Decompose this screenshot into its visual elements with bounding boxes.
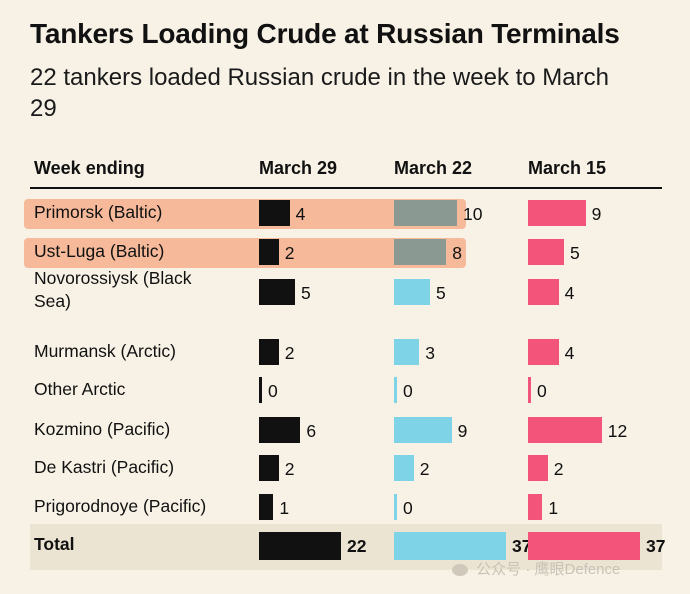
total-label: Total (34, 534, 75, 554)
row-label-line: Primorsk (Baltic) (34, 202, 163, 222)
bar (259, 339, 279, 365)
bar-value: 3 (425, 343, 435, 363)
row-label-line: Murmansk (Arctic) (34, 341, 176, 361)
bar-value: 5 (436, 283, 446, 303)
bar (259, 200, 290, 226)
bar-value: 2 (419, 459, 430, 479)
row-label: Murmansk (Arctic) (34, 340, 176, 363)
bar-value: 0 (537, 381, 547, 401)
bar-value: 2 (284, 459, 295, 479)
bar-value: 8 (452, 243, 462, 263)
total-bar (528, 532, 640, 560)
highlight-band (24, 238, 466, 268)
bar-value: 6 (306, 421, 317, 441)
wechat-icon (452, 564, 468, 577)
bar-value: 2 (284, 243, 295, 263)
bar-value: 4 (564, 343, 575, 363)
bar (528, 417, 602, 443)
chart-title: Tankers Loading Crude at Russian Termina… (30, 18, 620, 49)
bar (259, 279, 295, 305)
row-label: Prigorodnoye (Pacific) (34, 495, 206, 518)
row-label: Other Arctic (34, 378, 125, 401)
row-label-line: De Kastri (Pacific) (34, 457, 175, 477)
bar (394, 494, 397, 520)
bar-value: 0 (403, 381, 413, 401)
row-label-line: Prigorodnoye (Pacific) (34, 496, 207, 516)
bar (394, 417, 452, 443)
column-header-march-29: March 29 (259, 158, 338, 178)
total-bar (394, 532, 506, 560)
bar-value: 12 (607, 421, 628, 441)
highlight-band (24, 199, 466, 229)
row-label-line: Other Arctic (34, 379, 126, 399)
chart-subtitle: 22 tankers loaded Russian crude in the w… (30, 64, 609, 122)
watermark-text: 公众号 · 鹰眼Defence (476, 561, 621, 578)
bar (394, 279, 430, 305)
bar (259, 239, 279, 265)
bar (259, 377, 262, 403)
column-header-march-22: March 22 (394, 158, 473, 178)
bar-value: 2 (553, 459, 564, 479)
bar-value: 4 (564, 283, 575, 303)
bar-value: 5 (570, 243, 580, 263)
bar (394, 339, 420, 365)
row-label-line: Kozmino (Pacific) (34, 419, 171, 439)
bar (528, 339, 559, 365)
bar-value: 9 (457, 421, 468, 441)
row-label: Kozmino (Pacific) (34, 418, 170, 441)
row-label: Ust-Luga (Baltic) (34, 240, 164, 263)
bar-value: 0 (403, 498, 413, 518)
row-label-line: Sea) (34, 291, 71, 311)
bar-value: 1 (548, 498, 559, 518)
row-label-line: Novorossiysk (Black (34, 268, 192, 288)
total-value: 37 (646, 536, 666, 556)
bar-value: 4 (295, 204, 306, 224)
row-label: De Kastri (Pacific) (34, 456, 174, 479)
row-header: Week ending (34, 158, 145, 178)
bar (394, 377, 397, 403)
bar-value: 10 (463, 204, 483, 224)
bar-value: 1 (279, 498, 290, 518)
row-label: Primorsk (Baltic) (34, 201, 162, 224)
bar (528, 279, 559, 305)
watermark: 公众号 · 鹰眼Defence (452, 558, 620, 579)
row-label-line: Ust-Luga (Baltic) (34, 241, 165, 261)
bar-value: 0 (268, 381, 278, 401)
bar-value: 9 (591, 204, 602, 224)
bar (259, 455, 279, 481)
bar (528, 200, 586, 226)
column-header-march-15: March 15 (528, 158, 607, 178)
bar (528, 494, 543, 520)
bar (394, 239, 447, 265)
total-value: 22 (347, 536, 367, 556)
bar (528, 239, 564, 265)
bar (528, 377, 531, 403)
bar-value: 2 (284, 343, 295, 363)
bar (394, 455, 414, 481)
bar (394, 200, 457, 226)
row-label: Novorossiysk (Black Sea) (34, 267, 192, 313)
bar (259, 494, 274, 520)
header-rule (30, 187, 662, 189)
total-value: 37 (512, 536, 532, 556)
total-bar (259, 532, 341, 560)
bar-value: 5 (301, 283, 311, 303)
bar (528, 455, 548, 481)
bar (259, 417, 301, 443)
